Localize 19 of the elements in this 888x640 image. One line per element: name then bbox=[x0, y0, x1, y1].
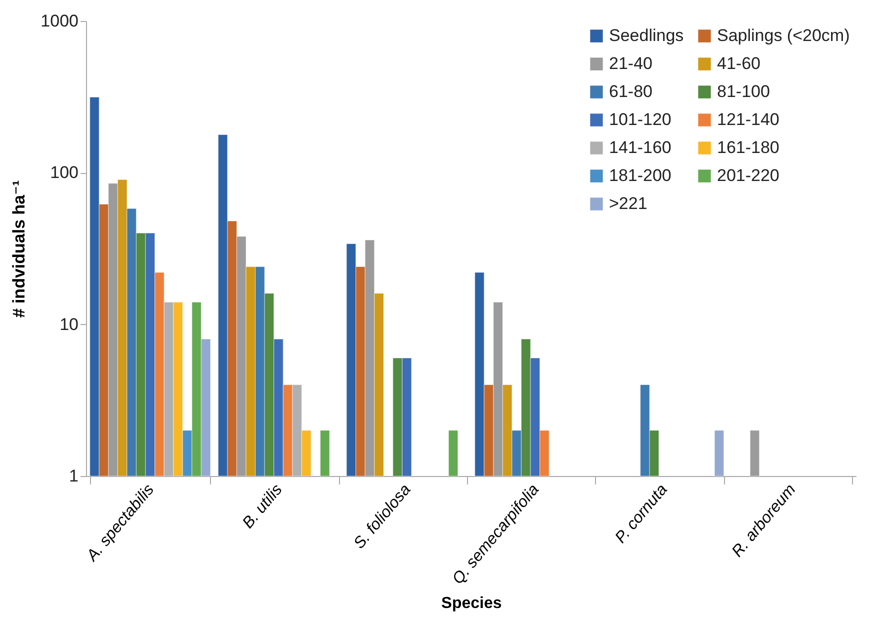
legend-label: 21-40 bbox=[609, 54, 652, 73]
legend-label: 41-60 bbox=[717, 54, 760, 73]
legend-label: Saplings (<20cm) bbox=[717, 26, 850, 45]
legend-label: 181-200 bbox=[609, 166, 672, 185]
legend-label: 61-80 bbox=[609, 82, 652, 101]
y-axis-title: # indviduals ha⁻¹ bbox=[10, 180, 29, 318]
legend-label: 161-180 bbox=[717, 138, 780, 157]
legend-label: 141-160 bbox=[609, 138, 672, 157]
legend-label: 201-220 bbox=[717, 166, 780, 185]
legend-label: 81-100 bbox=[717, 82, 770, 101]
y-tick-label: 100 bbox=[50, 163, 78, 182]
legend-label: 101-120 bbox=[609, 110, 672, 129]
legend-label: 121-140 bbox=[717, 110, 780, 129]
x-axis-title: Species bbox=[441, 595, 502, 612]
y-tick-label: 1000 bbox=[40, 12, 78, 30]
y-tick-label: 1 bbox=[69, 466, 78, 486]
legend-label: Seedlings bbox=[609, 26, 684, 45]
y-tick-label: 10 bbox=[60, 314, 78, 334]
legend-label: >221 bbox=[609, 194, 648, 213]
